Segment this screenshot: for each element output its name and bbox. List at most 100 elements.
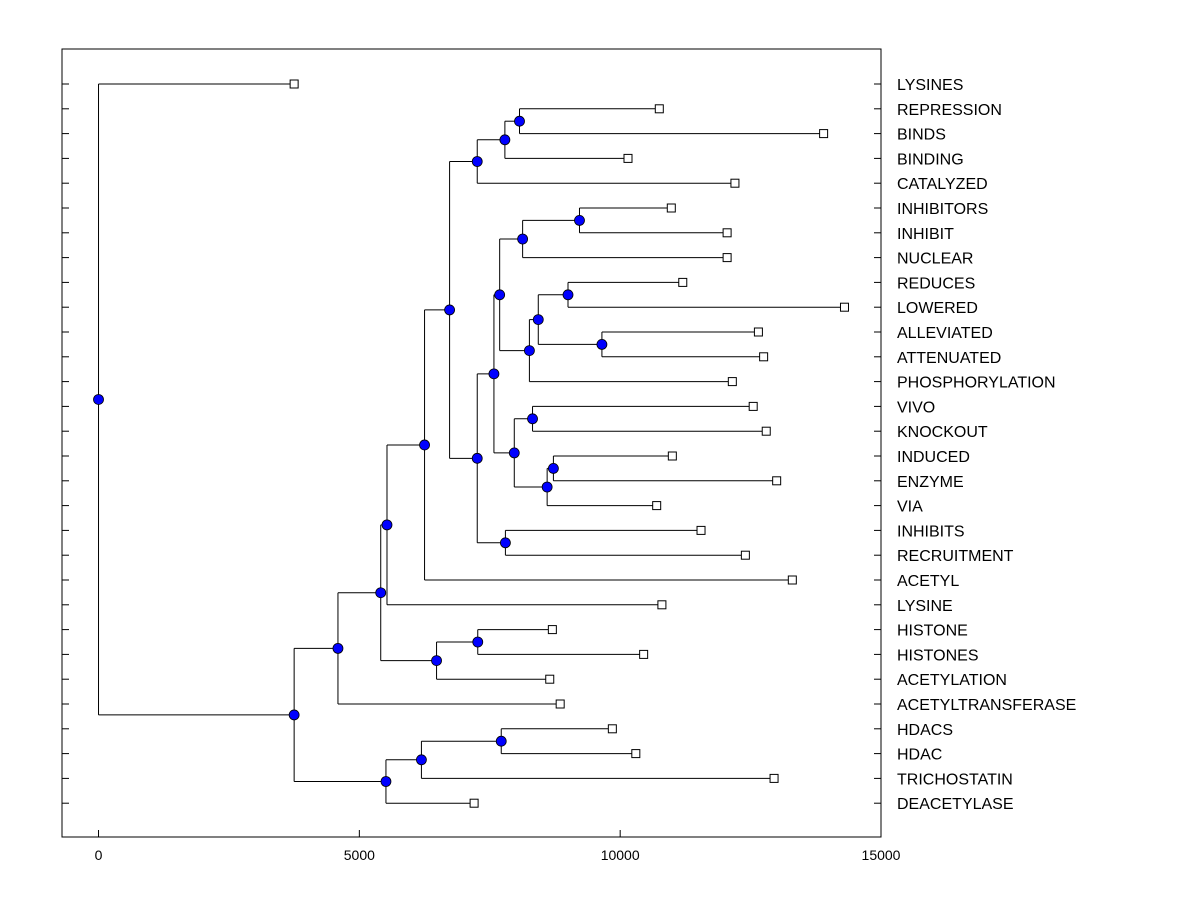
merge-node [288, 709, 300, 721]
leaf-label: ACETYLTRANSFERASE [897, 697, 1076, 714]
merge-node [541, 481, 553, 493]
leaf-labels: LYSINES REPRESSION BINDS BINDING CATALYZED IN… [897, 77, 1076, 813]
leaf-marker [696, 525, 706, 535]
merge-node [524, 345, 535, 357]
merge-node [471, 452, 483, 464]
leaf-marker [722, 253, 732, 263]
leaf-label: ATTENUATED [897, 350, 1001, 367]
leaf-label: INHIBIT [897, 226, 954, 243]
leaf-marker [547, 625, 557, 635]
leaf-marker [748, 401, 758, 411]
leaf-marker [469, 798, 479, 808]
leaf-marker [730, 178, 740, 188]
leaf-marker [631, 749, 641, 759]
merge-node [416, 754, 427, 766]
merge-node [562, 289, 574, 301]
leaf-marker [787, 575, 797, 585]
leaf-label: BINDS [897, 127, 946, 144]
merge-node [375, 587, 387, 599]
merge-node [596, 338, 608, 350]
leaf-label: CATALYZED [897, 176, 988, 193]
merge-node [548, 462, 559, 474]
x-tick-label: 5000 [344, 847, 375, 863]
merge-node [431, 655, 442, 666]
leaf-label: HDAC [897, 747, 942, 764]
leaf-label: NUCLEAR [897, 251, 973, 268]
leaf-label: INDUCED [897, 449, 970, 466]
merge-node [527, 413, 538, 425]
leaf-label: HDACS [897, 722, 953, 739]
merge-node [471, 156, 483, 167]
leaf-marker [654, 104, 664, 114]
leaf-marker [769, 773, 779, 783]
merge-node [444, 304, 455, 316]
leaf-label: TRICHOSTATIN [897, 771, 1013, 788]
leaf-marker [545, 674, 555, 684]
leaf-label: ACETYL [897, 573, 959, 590]
leaf-marker [839, 302, 849, 312]
leaf-marker [639, 649, 649, 659]
leaf-label: INHIBITORS [897, 201, 988, 218]
leaf-label: LOWERED [897, 300, 978, 317]
leaf-marker [555, 699, 565, 709]
merge-node [488, 368, 500, 380]
merge-node [419, 439, 430, 451]
merge-node [500, 537, 511, 549]
leaf-label: VIA [897, 499, 923, 516]
leaf-marker [666, 203, 676, 213]
leaf-marker [819, 129, 829, 139]
plot-frame [61, 48, 882, 838]
dendrogram-links [98, 83, 845, 804]
merge-node [508, 447, 520, 459]
leaf-label: REDUCES [897, 275, 975, 292]
leaf-marker [727, 377, 737, 387]
merge-nodes [93, 115, 608, 787]
leaf-label: INHIBITS [897, 523, 965, 540]
leaf-marker [722, 228, 732, 238]
merge-node [332, 642, 344, 654]
leaf-label: LYSINES [897, 77, 963, 94]
leaf-label: LYSINE [897, 598, 953, 615]
leaf-marker [607, 724, 617, 734]
leaf-marker [740, 550, 750, 560]
merge-node [514, 115, 525, 127]
leaf-label: REPRESSION [897, 102, 1002, 119]
leaf-label: RECRUITMENT [897, 548, 1014, 565]
merge-node [495, 735, 507, 747]
leaf-marker [772, 476, 782, 486]
merge-node [93, 394, 104, 405]
x-tick-label: 0 [95, 847, 103, 863]
leaf-marker [667, 451, 677, 461]
axis-ticks: 0 5000 10000 15000 [62, 83, 901, 863]
leaf-label: ENZYME [897, 474, 964, 491]
leaf-marker [761, 426, 771, 436]
leaf-label: ALLEVIATED [897, 325, 993, 342]
leaf-label: KNOCKOUT [897, 424, 988, 441]
merge-node [380, 776, 392, 787]
x-tick-label: 10000 [601, 847, 640, 863]
leaf-label: PHOSPHORYLATION [897, 375, 1056, 392]
merge-node [472, 636, 484, 648]
leaf-marker [753, 327, 763, 337]
leaf-marker [652, 501, 662, 511]
leaf-label: DEACETYLASE [897, 796, 1013, 813]
merge-node [574, 214, 585, 226]
merge-node [494, 289, 506, 301]
leaf-marker [678, 277, 688, 287]
leaf-marker [623, 153, 633, 163]
merge-node [517, 233, 529, 245]
x-tick-label: 15000 [862, 847, 901, 863]
leaf-markers [289, 79, 849, 808]
merge-node [532, 314, 544, 326]
leaf-marker [289, 79, 299, 89]
merge-node [381, 519, 393, 531]
leaf-marker [657, 600, 667, 610]
merge-node [499, 134, 511, 146]
leaf-marker [759, 352, 769, 362]
leaf-label: BINDING [897, 151, 964, 168]
leaf-label: HISTONES [897, 647, 979, 664]
leaf-label: ACETYLATION [897, 672, 1007, 689]
leaf-label: VIVO [897, 399, 935, 416]
leaf-label: HISTONE [897, 623, 968, 640]
